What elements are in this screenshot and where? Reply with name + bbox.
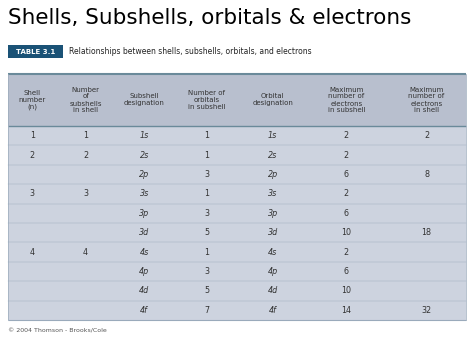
Text: 4d: 4d (139, 286, 149, 295)
Text: 32: 32 (421, 306, 432, 315)
Text: 6: 6 (344, 170, 349, 179)
Text: Number
of
subshells
in shell: Number of subshells in shell (69, 87, 102, 114)
Text: 5: 5 (204, 228, 209, 237)
Text: 3: 3 (204, 209, 209, 218)
Text: Relationships between shells, subshells, orbitals, and electrons: Relationships between shells, subshells,… (69, 47, 311, 56)
Text: 1: 1 (204, 151, 209, 160)
Text: 2p: 2p (139, 170, 149, 179)
Text: 3: 3 (30, 190, 35, 198)
Text: 3s: 3s (268, 190, 277, 198)
Text: 3: 3 (204, 170, 209, 179)
Text: 4p: 4p (139, 267, 149, 276)
Bar (8, 74, 466, 126)
Text: 2s: 2s (139, 151, 149, 160)
Text: 3d: 3d (139, 228, 149, 237)
Bar (8, 45, 63, 58)
Text: Shell
number
(n): Shell number (n) (18, 90, 46, 110)
Text: 6: 6 (344, 209, 349, 218)
Text: 3d: 3d (267, 228, 278, 237)
Text: 3: 3 (83, 190, 88, 198)
Text: 10: 10 (341, 286, 351, 295)
Text: 3s: 3s (139, 190, 149, 198)
Text: Shells, Subshells, orbitals & electrons: Shells, Subshells, orbitals & electrons (8, 8, 411, 28)
Text: 3p: 3p (267, 209, 278, 218)
Text: 8: 8 (424, 170, 429, 179)
Text: 4: 4 (83, 247, 88, 257)
Text: 2: 2 (344, 151, 349, 160)
Text: 1: 1 (204, 131, 209, 140)
Text: 10: 10 (341, 228, 351, 237)
Text: 2s: 2s (268, 151, 277, 160)
Text: Number of
orbitals
in subshell: Number of orbitals in subshell (188, 90, 225, 110)
Text: © 2004 Thomson - Brooks/Cole: © 2004 Thomson - Brooks/Cole (8, 328, 107, 333)
Text: 4s: 4s (268, 247, 277, 257)
Text: 4: 4 (30, 247, 35, 257)
Text: 4p: 4p (267, 267, 278, 276)
Text: 2: 2 (344, 190, 349, 198)
Text: 1s: 1s (268, 131, 277, 140)
Text: 1: 1 (204, 247, 209, 257)
Text: 1: 1 (204, 190, 209, 198)
Text: 3: 3 (204, 267, 209, 276)
Bar (8, 74, 466, 320)
Text: Subshell
designation: Subshell designation (124, 93, 164, 106)
Text: Orbital
designation: Orbital designation (252, 93, 293, 106)
Text: 14: 14 (341, 306, 351, 315)
Text: 2: 2 (344, 247, 349, 257)
Text: TABLE 3.1: TABLE 3.1 (16, 49, 55, 55)
Text: 2p: 2p (267, 170, 278, 179)
Text: 1s: 1s (139, 131, 149, 140)
Text: 18: 18 (421, 228, 431, 237)
Text: 4f: 4f (140, 306, 148, 315)
Text: 1: 1 (30, 131, 35, 140)
Text: 2: 2 (424, 131, 429, 140)
Text: 2: 2 (83, 151, 88, 160)
Text: 4s: 4s (139, 247, 149, 257)
Text: 7: 7 (204, 306, 209, 315)
Text: 4d: 4d (267, 286, 278, 295)
Text: 2: 2 (344, 131, 349, 140)
Text: 3p: 3p (139, 209, 149, 218)
Text: 1: 1 (83, 131, 88, 140)
Text: 2: 2 (29, 151, 35, 160)
Text: 4f: 4f (269, 306, 277, 315)
Text: Maximum
number of
electrons
in shell: Maximum number of electrons in shell (409, 87, 445, 114)
Text: Maximum
number of
electrons
in subshell: Maximum number of electrons in subshell (328, 87, 365, 114)
Text: 5: 5 (204, 286, 209, 295)
Text: 6: 6 (344, 267, 349, 276)
